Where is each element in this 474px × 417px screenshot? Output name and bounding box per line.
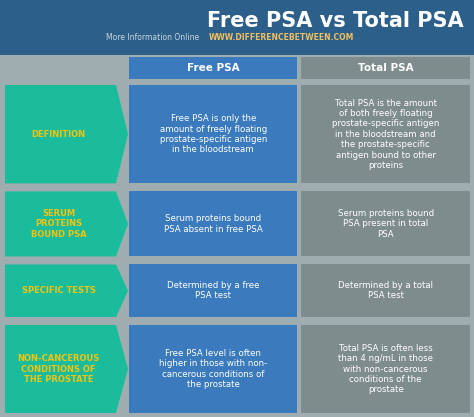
Text: More Information Online: More Information Online <box>106 33 199 42</box>
FancyBboxPatch shape <box>129 264 298 317</box>
Text: Total PSA is the amount
of both freely floating
prostate-specific antigen
in the: Total PSA is the amount of both freely f… <box>332 98 439 170</box>
Text: Free PSA: Free PSA <box>187 63 239 73</box>
FancyBboxPatch shape <box>301 85 470 183</box>
FancyBboxPatch shape <box>129 325 298 413</box>
FancyBboxPatch shape <box>301 325 470 413</box>
Text: SPECIFIC TESTS: SPECIFIC TESTS <box>21 286 95 295</box>
Polygon shape <box>5 264 128 317</box>
FancyBboxPatch shape <box>301 191 470 256</box>
Text: Serum proteins bound
PSA absent in free PSA: Serum proteins bound PSA absent in free … <box>164 214 263 234</box>
Text: Free PSA is only the
amount of freely floating
prostate-specific antigen
in the : Free PSA is only the amount of freely fl… <box>160 114 267 154</box>
Text: DEFINITION: DEFINITION <box>31 130 86 139</box>
FancyBboxPatch shape <box>129 85 298 183</box>
Polygon shape <box>5 325 128 413</box>
FancyBboxPatch shape <box>301 57 470 79</box>
Text: Free PSA vs Total PSA: Free PSA vs Total PSA <box>207 10 464 30</box>
FancyBboxPatch shape <box>0 55 474 81</box>
Text: SERUM
PROTEINS
BOUND PSA: SERUM PROTEINS BOUND PSA <box>31 209 86 239</box>
FancyBboxPatch shape <box>0 0 474 55</box>
Text: WWW.DIFFERENCEBETWEEN.COM: WWW.DIFFERENCEBETWEEN.COM <box>209 33 354 42</box>
Text: Total PSA is often less
than 4 ng/mL in those
with non-cancerous
conditions of t: Total PSA is often less than 4 ng/mL in … <box>338 344 433 394</box>
Text: Determined by a total
PSA test: Determined by a total PSA test <box>338 281 433 300</box>
Text: NON-CANCEROUS
CONDITIONS OF
THE PROSTATE: NON-CANCEROUS CONDITIONS OF THE PROSTATE <box>18 354 100 384</box>
FancyBboxPatch shape <box>129 57 298 79</box>
Polygon shape <box>5 85 128 183</box>
FancyBboxPatch shape <box>129 191 298 256</box>
Text: Determined by a free
PSA test: Determined by a free PSA test <box>167 281 259 300</box>
Text: Serum proteins bound
PSA present in total
PSA: Serum proteins bound PSA present in tota… <box>337 209 434 239</box>
Text: Free PSA level is often
higher in those with non-
cancerous conditions of
the pr: Free PSA level is often higher in those … <box>159 349 267 389</box>
FancyBboxPatch shape <box>301 264 470 317</box>
Polygon shape <box>5 191 128 256</box>
Text: Total PSA: Total PSA <box>358 63 413 73</box>
